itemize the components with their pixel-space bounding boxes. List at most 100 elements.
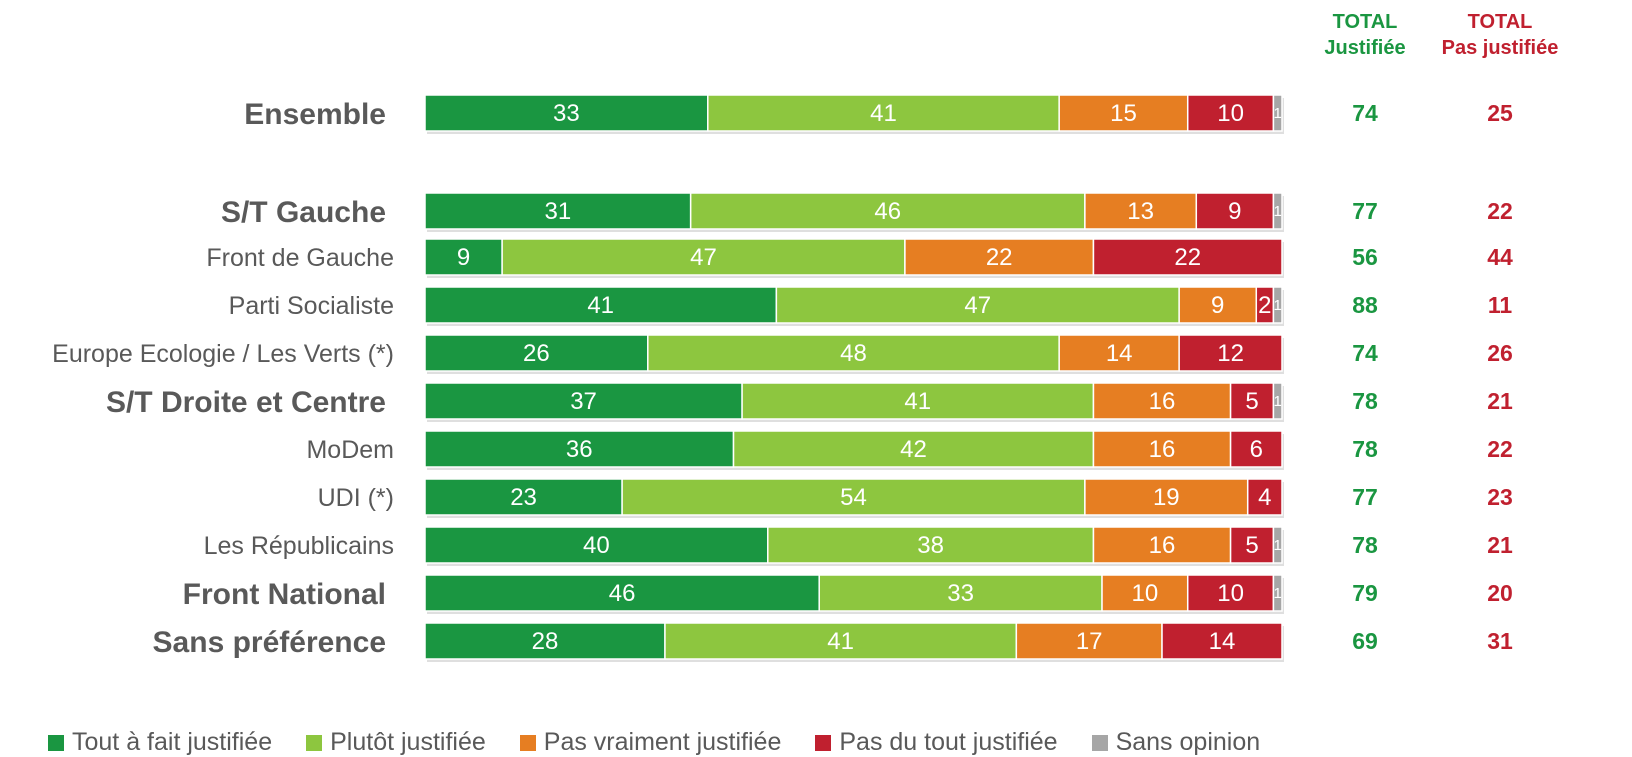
data-label: 54 [840, 484, 867, 511]
total-pas-justifiee-value: 20 [1487, 580, 1513, 606]
data-label: 46 [609, 580, 636, 607]
total-justifiee-value: 74 [1352, 340, 1378, 366]
data-label: 26 [523, 340, 550, 367]
category-label: Parti Socialiste [229, 292, 394, 320]
bar-segment [1178, 286, 1258, 324]
data-label: 9 [1228, 198, 1241, 225]
data-label: 28 [532, 628, 559, 655]
total-pas-justifiee-value: 22 [1487, 198, 1513, 224]
bar-segment [1272, 286, 1283, 324]
data-label: 19 [1153, 484, 1180, 511]
bar-segment [775, 286, 1180, 324]
category-label: Europe Ecologie / Les Verts (*) [52, 340, 394, 368]
total-pas-justifiee-value: 25 [1487, 100, 1513, 126]
data-label: 16 [1149, 388, 1176, 415]
data-label: 5 [1245, 388, 1258, 415]
bar-segment [1272, 526, 1283, 564]
header-total-justifiee-line-1: Justifiée [1324, 37, 1405, 59]
bar-segment [1229, 382, 1275, 420]
data-label: 40 [583, 532, 610, 559]
total-justifiee-value: 79 [1352, 580, 1378, 606]
category-label: S/T Gauche [221, 196, 386, 229]
bar-segment [689, 192, 1086, 230]
data-label: 48 [840, 340, 867, 367]
bar-segment [424, 286, 778, 324]
data-label: 42 [900, 436, 927, 463]
header-total-justifiee-line-0: TOTAL [1333, 11, 1398, 33]
bar-segment [1092, 382, 1232, 420]
total-pas-justifiee-value: 31 [1487, 628, 1513, 654]
bar-segment [1186, 94, 1275, 132]
data-label: 41 [827, 628, 854, 655]
total-justifiee-value: 69 [1352, 628, 1378, 654]
legend-label: Pas du tout justifiée [839, 728, 1058, 756]
bar-segment [767, 526, 1095, 564]
data-label: 1 [1274, 393, 1282, 410]
data-label: 14 [1106, 340, 1133, 367]
bar-segment [707, 94, 1060, 132]
total-pas-justifiee-value: 22 [1487, 436, 1513, 462]
total-pas-justifiee-value: 21 [1487, 532, 1513, 558]
data-label: 22 [1174, 244, 1201, 271]
data-label: 15 [1110, 100, 1137, 127]
category-label: S/T Droite et Centre [106, 386, 386, 419]
category-label: UDI (*) [318, 484, 394, 512]
data-label: 17 [1076, 628, 1103, 655]
bar-segment [424, 526, 769, 564]
bar-segment [904, 238, 1095, 276]
bar-segment [1161, 622, 1283, 660]
bar-segment [1178, 334, 1283, 372]
legend-item: Pas du tout justifiée [815, 728, 1058, 757]
data-label: 36 [566, 436, 593, 463]
header-total-pas-justifiee-line-0: TOTAL [1468, 11, 1533, 33]
bar-segment [1092, 238, 1283, 276]
total-justifiee-value: 88 [1352, 292, 1378, 318]
legend-swatch [815, 734, 832, 751]
data-label: 31 [544, 198, 571, 225]
bar-segment [424, 94, 709, 132]
bar-segment [424, 334, 649, 372]
total-justifiee-value: 78 [1352, 436, 1378, 462]
data-label: 1 [1274, 105, 1282, 122]
legend-item: Pas vraiment justifiée [519, 728, 782, 757]
bar-segment [1272, 192, 1283, 230]
category-label: Sans préférence [153, 626, 386, 659]
total-pas-justifiee-value: 44 [1487, 244, 1513, 270]
bar-segment [1195, 192, 1275, 230]
data-label: 41 [587, 292, 614, 319]
data-label: 41 [904, 388, 931, 415]
legend-swatch [48, 734, 64, 751]
total-justifiee-value: 78 [1352, 532, 1378, 558]
bar-segment [1246, 478, 1283, 516]
data-label: 16 [1149, 436, 1176, 463]
header-total-pas-justifiee-line-1: Pas justifiée [1442, 37, 1559, 59]
total-justifiee-value: 77 [1352, 198, 1378, 224]
category-label: Ensemble [244, 98, 386, 131]
data-label: 5 [1245, 532, 1258, 559]
legend-swatch [1091, 734, 1108, 751]
bar-segment [1084, 192, 1198, 230]
total-pas-justifiee-value: 11 [1488, 292, 1513, 318]
bar-segment [664, 622, 1018, 660]
data-label: 1 [1274, 585, 1282, 602]
data-label: 13 [1127, 198, 1154, 225]
bar-segment [1058, 334, 1180, 372]
data-label: 10 [1217, 100, 1244, 127]
data-label: 33 [947, 580, 974, 607]
data-label: 4 [1258, 484, 1271, 511]
total-justifiee-value: 77 [1352, 484, 1378, 510]
data-label: 6 [1250, 436, 1263, 463]
legend-swatch [306, 734, 323, 751]
category-label: Les Républicains [204, 532, 394, 560]
data-label: 38 [917, 532, 944, 559]
data-label: 9 [457, 244, 470, 271]
bar-segment [732, 430, 1095, 468]
bar-segment [424, 192, 692, 230]
data-label: 1 [1274, 203, 1282, 220]
data-label: 1 [1274, 297, 1282, 314]
data-label: 47 [690, 244, 717, 271]
data-label: 1 [1274, 537, 1282, 554]
total-pas-justifiee-value: 21 [1487, 388, 1513, 414]
data-label: 10 [1217, 580, 1244, 607]
legend-label: Pas vraiment justifiée [543, 728, 782, 756]
